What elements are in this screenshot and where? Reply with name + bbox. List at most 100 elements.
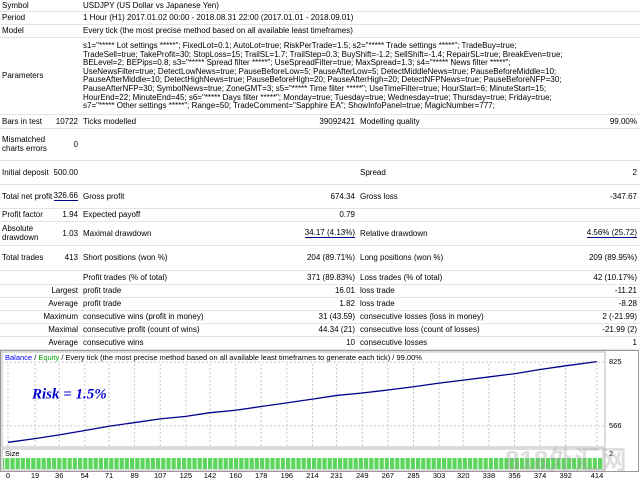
stat-value: 31 (43.59) <box>318 312 355 321</box>
parameter-line: HourEnd=22; MinuteEnd=45; s6="***** Days… <box>83 92 552 102</box>
header-part: / Every tick (the most precise method ba… <box>59 353 422 362</box>
parameter-line: BELevel=2; BEPips=0.8; s3="***** Spread … <box>83 58 511 68</box>
header-part: Equity <box>38 353 59 362</box>
row-separator <box>0 245 640 246</box>
row-value: Every tick (the most precise method base… <box>83 26 353 35</box>
row-label: Period <box>2 13 26 22</box>
row-separator <box>0 349 640 350</box>
row-value: 1 Hour (H1) 2017.01.02 00:00 - 2018.08.3… <box>83 13 354 22</box>
x-tick-label: 89 <box>130 471 138 480</box>
y-tick-label: 566 <box>609 421 622 430</box>
row-separator <box>0 11 640 12</box>
stat-label: loss trade <box>360 299 395 308</box>
parameter-line: UseNewsFilter=true; DetectLowNews=true; … <box>83 66 557 76</box>
stat-label: consecutive losses <box>360 338 428 347</box>
x-tick-label: 54 <box>81 471 89 480</box>
stat-value: 42 (10.17%) <box>593 272 637 282</box>
row-separator <box>0 128 640 129</box>
stat-label: Mismatched charts errors <box>2 135 47 153</box>
stat-value: 16.01 <box>334 286 355 295</box>
row-label: Model <box>2 26 24 35</box>
row-separator <box>0 336 640 337</box>
stat-label: consecutive loss (count of losses) <box>360 325 480 334</box>
stat-label: Gross loss <box>360 191 398 201</box>
parameter-line: PauseAfterMiddle=10; DetectHighNews=true… <box>83 75 562 85</box>
x-tick-label: 125 <box>180 471 193 480</box>
stat-value: 500.00 <box>53 167 78 177</box>
x-tick-label: 19 <box>31 471 39 480</box>
row-label: Parameters <box>2 71 44 80</box>
stat-label: consecutive losses (loss in money) <box>360 312 484 321</box>
stat-label: Total trades <box>2 253 44 262</box>
stat-value: 34.17 (4.13%) <box>304 228 355 238</box>
stat-label: Initial deposit <box>2 167 49 177</box>
stat-value: 4.56% (25.72) <box>586 228 637 238</box>
size-bars <box>3 458 603 469</box>
stat-label: Long positions (won %) <box>360 253 444 262</box>
stat-value: 413 <box>64 253 78 262</box>
stat-value: 2 (-21.99) <box>602 312 637 321</box>
watermark: 818外汇网 <box>505 445 627 475</box>
x-tick-label: 36 <box>55 471 63 480</box>
x-tick-label: 0 <box>6 471 10 480</box>
stat-prefix: Maximum <box>43 312 78 321</box>
stat-label: Absolute drawdown <box>2 224 39 242</box>
x-tick-label: 356 <box>508 471 521 480</box>
stat-value: 10 <box>346 338 355 347</box>
x-tick-label: 231 <box>330 471 343 480</box>
x-tick-label: 196 <box>281 471 294 480</box>
stat-prefix: Average <box>48 338 78 347</box>
x-tick-label: 303 <box>433 471 446 480</box>
row-separator <box>0 24 640 25</box>
row-separator <box>0 184 640 185</box>
stat-value: -347.67 <box>609 191 637 201</box>
stat-label: consecutive wins <box>83 338 144 347</box>
x-tick-label: 178 <box>255 471 268 480</box>
row-separator <box>0 114 640 115</box>
stat-label: Relative drawdown <box>360 228 428 238</box>
parameter-line: s1="***** Lot settings *****"; FixedLot=… <box>83 41 517 50</box>
balance-line <box>7 360 598 443</box>
stat-label: Bars in test <box>2 116 43 126</box>
x-tick-label: 160 <box>229 471 242 480</box>
stat-label: profit trade <box>83 286 122 295</box>
row-separator <box>0 270 640 271</box>
stat-value: 39092421 <box>319 116 355 126</box>
row-separator <box>0 37 640 38</box>
stat-value: 1.82 <box>339 299 355 308</box>
stat-value: -21.99 (2) <box>602 325 637 334</box>
stat-value: 1.94 <box>62 210 78 219</box>
stat-label: Spread <box>360 167 386 177</box>
size-label: Size <box>5 449 20 458</box>
x-tick-label: 107 <box>154 471 167 480</box>
row-separator <box>0 221 640 222</box>
stat-label: consecutive wins (profit in money) <box>83 312 204 321</box>
annotation: Risk = 1.5% <box>31 386 107 402</box>
stat-label: Ticks modelled <box>83 116 137 126</box>
stat-value: 0.79 <box>339 210 355 219</box>
x-tick-label: 214 <box>306 471 319 480</box>
y-tick-label: 825 <box>609 357 622 366</box>
x-tick-label: 71 <box>105 471 113 480</box>
x-tick-label: 267 <box>382 471 395 480</box>
stat-value: 44.34 (21) <box>318 325 355 334</box>
stat-label: Modelling quality <box>360 116 420 126</box>
stat-label: Profit trades (% of total) <box>83 272 168 282</box>
header-part: Balance <box>5 353 32 362</box>
row-separator <box>0 310 640 311</box>
parameter-line: s7="***** Other settings *****"; Range=5… <box>83 101 495 111</box>
x-tick-label: 338 <box>483 471 496 480</box>
size-tick-label: 2 <box>609 449 613 458</box>
stat-label: profit trade <box>83 299 122 308</box>
stat-value: 10722 <box>55 116 78 126</box>
x-tick-label: 285 <box>407 471 420 480</box>
stat-label: Maximal drawdown <box>83 228 152 238</box>
row-separator <box>0 284 640 285</box>
parameter-line: PauseAfterNFP=30; SymbolNews=true; ZoneG… <box>83 84 547 93</box>
plot-area <box>1 351 606 448</box>
stat-value: 1 <box>632 338 637 347</box>
parameter-line: TradeSell=true; TakeProfit=30; StopLoss=… <box>83 49 563 59</box>
stat-label: Expected payoff <box>83 210 141 219</box>
stat-value: 2 <box>632 167 637 177</box>
balance-chart: Balance / Equity / Every tick (the most … <box>0 350 639 480</box>
